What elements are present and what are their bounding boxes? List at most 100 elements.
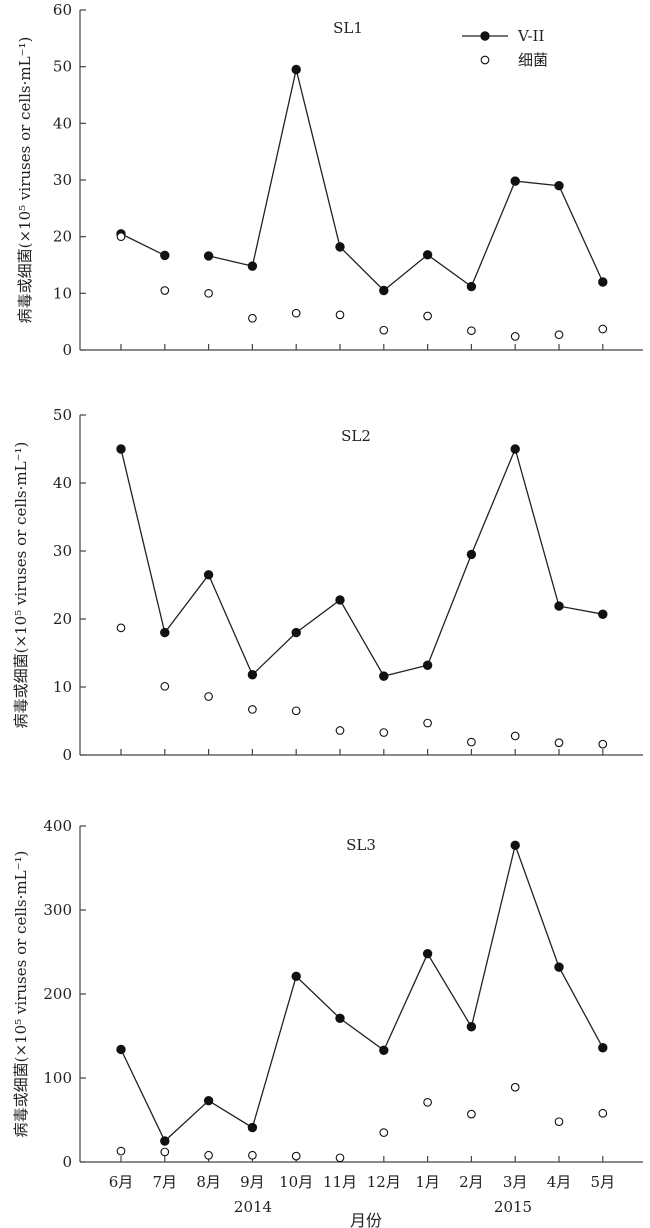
series-v-ii (116, 840, 608, 1146)
y-tick-label: 50 (53, 406, 72, 424)
data-point (554, 1117, 564, 1127)
y-tick-label: 0 (62, 1153, 72, 1171)
legend-marker-bacteria (480, 55, 490, 65)
series-bacteria (116, 232, 608, 341)
data-point (422, 948, 433, 959)
data-point (467, 326, 476, 336)
y-axis-label: 病毒或细菌(×10⁵ viruses or cells·mL⁻¹) (12, 442, 30, 729)
data-point (379, 285, 389, 296)
year-label-2015: 2015 (494, 1198, 532, 1216)
y-tick-label: 40 (53, 114, 72, 132)
data-point (335, 242, 345, 252)
data-point (598, 1108, 608, 1118)
legend-label-v-ii: V-II (517, 27, 544, 45)
x-tick-label: 5月 (591, 1173, 616, 1191)
data-point (467, 737, 476, 747)
x-axis-label: 月份 (350, 1211, 382, 1228)
data-point (598, 1043, 608, 1053)
data-point (598, 739, 608, 749)
x-tick-label: 11月 (323, 1173, 357, 1191)
data-point (510, 1082, 520, 1092)
data-point (423, 1098, 432, 1107)
data-point (510, 840, 520, 851)
data-point (510, 444, 520, 454)
series-line (120, 233, 166, 256)
data-point (247, 670, 258, 680)
y-tick-label: 0 (62, 746, 72, 764)
data-point (291, 1151, 301, 1161)
panel-title: SL1 (333, 19, 363, 37)
x-tick-label: 10月 (279, 1173, 313, 1191)
y-tick-label: 0 (62, 341, 72, 359)
year-label-2014: 2014 (234, 1198, 272, 1216)
series-bacteria (116, 623, 608, 749)
data-point (466, 281, 477, 292)
data-point (422, 660, 433, 670)
data-point (379, 671, 389, 681)
legend: V-II 细菌 (462, 27, 548, 69)
legend-marker-v-ii (480, 31, 490, 41)
data-point (248, 313, 257, 323)
y-tick-label: 60 (53, 1, 72, 19)
data-point (203, 570, 214, 580)
data-point (598, 609, 608, 619)
chart-panel-3: 0 100 200 300 400 6月 7月 8月 9月 10月 11月 12月 1月 2月 3月 4月 5月… (12, 817, 643, 1228)
y-axis-label: 病毒或细菌(×10⁵ viruses or cells·mL⁻¹) (12, 851, 30, 1138)
data-point (247, 261, 258, 271)
data-point (204, 692, 213, 701)
data-point (379, 728, 389, 737)
data-point (203, 1095, 214, 1106)
y-tick-label: 40 (53, 474, 72, 492)
data-point (291, 706, 301, 716)
data-point (116, 1146, 126, 1156)
data-point (160, 681, 170, 691)
y-tick-label: 50 (53, 58, 72, 76)
data-point (291, 308, 301, 318)
panel-title: SL2 (341, 427, 371, 445)
x-tick-label: 7月 (153, 1173, 178, 1191)
y-tick-label: 100 (43, 1069, 72, 1087)
x-tick-label: 9月 (240, 1173, 265, 1191)
y-tick-label: 300 (43, 901, 72, 919)
data-point (203, 251, 214, 261)
chart-panel-2: 0 10 20 30 40 50 SL2 病毒或细菌(×10⁵ viruses or cell… (12, 406, 643, 764)
chart-panel-1: 0 10 20 30 40 50 60 SL1 病毒或细菌(×10⁵ viruses or ce… (16, 1, 643, 359)
data-point (291, 971, 301, 982)
data-point (379, 1045, 389, 1055)
panel-title: SL3 (346, 836, 376, 854)
x-tick-label: 3月 (503, 1173, 528, 1191)
data-point (554, 330, 564, 340)
series-line (208, 69, 604, 292)
data-point (510, 332, 520, 341)
series-bacteria (116, 1082, 608, 1163)
y-tick-label: 30 (53, 542, 72, 560)
data-point (116, 444, 126, 454)
data-point (160, 1136, 170, 1146)
data-point (335, 726, 345, 735)
data-point (247, 1122, 258, 1133)
data-point (510, 731, 520, 741)
data-point (248, 1150, 257, 1160)
legend-label-bacteria: 细菌 (518, 51, 548, 69)
data-point (291, 627, 301, 638)
data-point (291, 64, 301, 75)
data-point (335, 310, 345, 320)
series-line (120, 843, 604, 1143)
data-point (335, 1013, 345, 1024)
x-tick-label: 1月 (415, 1173, 440, 1191)
series-v-ii (116, 444, 608, 681)
x-tick-label: 6月 (109, 1173, 134, 1191)
y-tick-label: 200 (43, 985, 72, 1003)
data-point (467, 1109, 476, 1119)
data-point (335, 1153, 345, 1163)
y-tick-label: 400 (43, 817, 72, 835)
data-point (598, 324, 608, 334)
data-point (554, 601, 564, 611)
data-point (160, 250, 170, 261)
data-point (204, 1150, 213, 1160)
data-point (554, 962, 564, 972)
data-point (116, 623, 126, 633)
data-point (160, 1147, 170, 1157)
data-point (598, 277, 608, 287)
